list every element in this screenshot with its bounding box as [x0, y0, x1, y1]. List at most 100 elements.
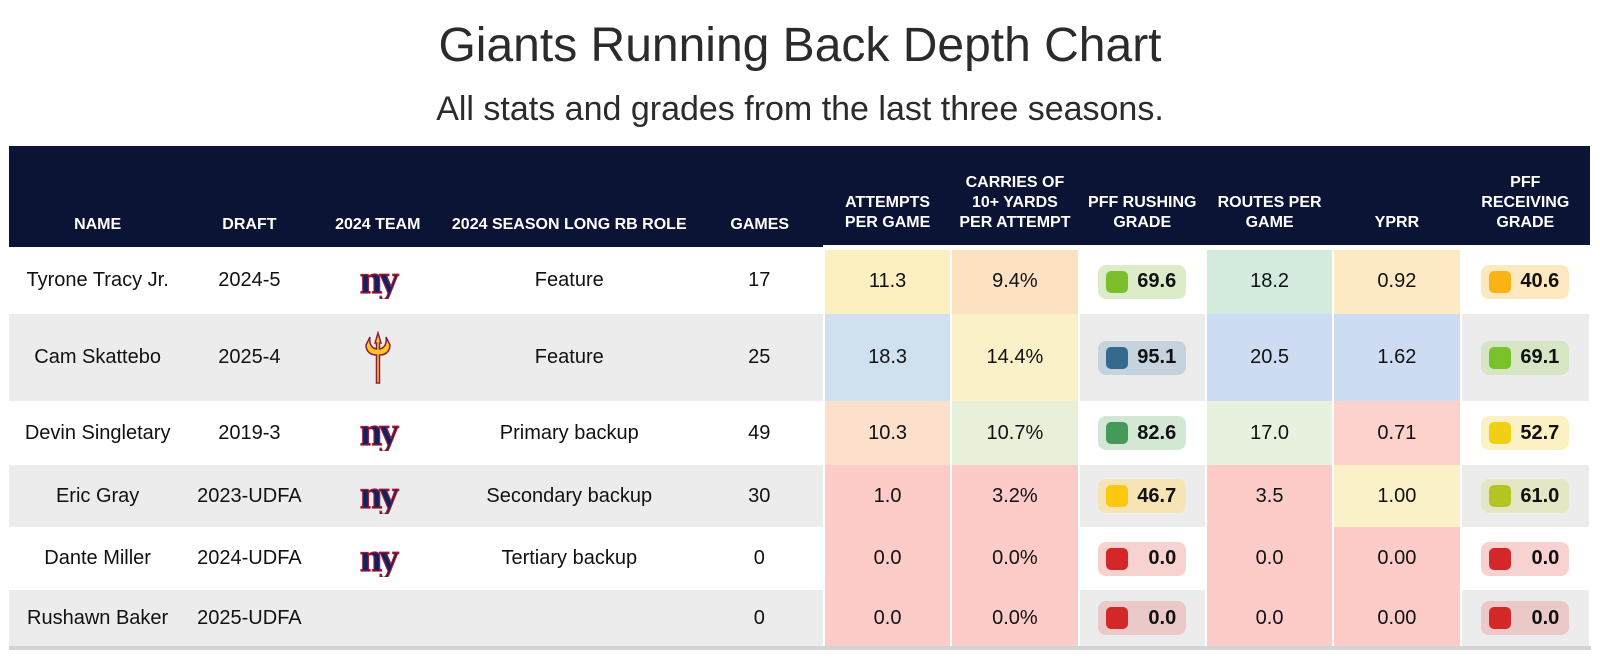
grade-color-square-icon — [1106, 485, 1129, 507]
cell-carries-10-plus: 3.2% — [950, 465, 1080, 527]
grade-color-square-icon — [1106, 547, 1129, 570]
cell-games: 49 — [748, 421, 771, 444]
cell-rushing-grade: 0.0 — [1077, 527, 1207, 590]
cell-name: Dante Miller — [44, 547, 151, 569]
cell-draft: 2023-UDFA — [186, 465, 313, 527]
cell-yprr: 1.62 — [1332, 314, 1462, 401]
table-row: Eric Gray 2023-UDFA ny Secondary backup 30 1.… — [9, 465, 1592, 527]
cell-draft: 2024-5 — [218, 269, 281, 291]
cell-yprr: 1.00 — [1332, 465, 1462, 527]
table-row: Cam Skattebo 2025-4 Feature 25 18.3 14.4% 95.1… — [9, 314, 1592, 401]
cell-receiving-grade: 40.6 — [1459, 244, 1592, 314]
cell-name: Devin Singletary — [24, 421, 171, 444]
cell-yprr: 0.71 — [1332, 401, 1462, 465]
header-attempts-per-game[interactable]: ATTEMPTS PER GAME — [823, 146, 952, 247]
cell-routes-per-game: 3.5 — [1204, 465, 1335, 527]
grade-value: 52.7 — [1520, 421, 1560, 444]
cell-yprr: 0.92 — [1332, 244, 1462, 314]
cell-carries-10-plus: 14.4% — [950, 314, 1080, 401]
svg-text:ny: ny — [360, 478, 399, 514]
cell-team: ny — [313, 401, 443, 465]
grade-pill: 40.6 — [1481, 264, 1570, 299]
svg-text:ny: ny — [360, 541, 399, 577]
page-title: Giants Running Back Depth Chart — [438, 19, 1162, 72]
cell-carries-10-plus: 10.7% — [950, 401, 1080, 465]
grade-color-square-icon — [1489, 422, 1512, 444]
cell-games: 17 — [748, 269, 771, 291]
header-routes-per-game[interactable]: ROUTES PER GAME — [1205, 146, 1334, 247]
grade-value: 0.0 — [1148, 606, 1177, 629]
header-rushing-grade[interactable]: PFF RUSHING GRADE — [1078, 146, 1206, 247]
grade-pill: 0.0 — [1098, 541, 1187, 576]
cell-games: 30 — [695, 465, 824, 527]
cell-attempts-per-game: 0.0 — [822, 527, 953, 590]
cell-games: 0 — [753, 547, 765, 569]
cell-team — [312, 314, 443, 401]
header-name[interactable]: NAME — [9, 146, 187, 247]
grade-color-square-icon — [1489, 346, 1512, 369]
cell-carries-10-plus: 0.0% — [950, 527, 1080, 590]
cell-rushing-grade: 46.7 — [1077, 465, 1207, 527]
cell-attempts-per-game: 0.0 — [822, 590, 953, 650]
grade-color-square-icon — [1106, 270, 1129, 293]
cell-carries-10-plus: 9.4% — [950, 244, 1080, 314]
cell-receiving-grade: 52.7 — [1459, 401, 1592, 465]
svg-text:ny: ny — [360, 415, 399, 451]
ny-giants-logo-icon: ny — [359, 415, 401, 451]
grade-value: 40.6 — [1520, 270, 1560, 293]
grade-pill: 61.0 — [1481, 479, 1570, 513]
cell-rushing-grade: 0.0 — [1077, 590, 1207, 650]
grade-color-square-icon — [1106, 346, 1129, 369]
cell-attempts-per-game: 1.0 — [822, 465, 953, 527]
header-draft[interactable]: DRAFT — [186, 146, 313, 247]
asu-pitchfork-logo-icon — [364, 330, 391, 384]
grade-pill: 95.1 — [1098, 340, 1187, 375]
cell-attempts-per-game: 10.3 — [822, 401, 953, 465]
grade-value: 69.1 — [1520, 346, 1560, 368]
ny-giants-logo-icon: ny — [359, 541, 401, 577]
cell-draft: 2024-UDFA — [197, 547, 302, 569]
grade-color-square-icon — [1489, 607, 1512, 629]
grade-value: 0.0 — [1531, 606, 1560, 629]
cell-carries-10-plus: 0.0% — [950, 590, 1080, 650]
grade-pill: 69.6 — [1098, 264, 1187, 299]
cell-receiving-grade: 69.1 — [1459, 314, 1592, 401]
cell-receiving-grade: 0.0 — [1459, 527, 1592, 590]
cell-role: Primary backup — [499, 421, 639, 444]
header-carries-10-plus[interactable]: CARRIES OF 10+ YARDS PER ATTEMPT — [951, 146, 1079, 247]
grade-pill: 0.0 — [1481, 601, 1570, 635]
header-role[interactable]: 2024 SEASON LONG RB ROLE — [442, 146, 696, 247]
table-row: Rushawn Baker 2025-UDFA 0 0.0 0.0% 0.0 0.0 0.00… — [9, 590, 1592, 650]
cell-rushing-grade: 82.6 — [1077, 401, 1207, 465]
table-row: Tyrone Tracy Jr. 2024-5 ny Feature 17 11.3 9.4… — [9, 244, 1592, 314]
page-subtitle: All stats and grades from the last three… — [436, 90, 1164, 128]
header-yprr[interactable]: YPRR — [1333, 146, 1461, 247]
header-games[interactable]: GAMES — [695, 146, 824, 247]
depth-chart-table: NAME DRAFT 2024 TEAM 2024 SEASON LONG RB… — [9, 146, 1592, 650]
grade-value: 0.0 — [1531, 547, 1560, 569]
cell-routes-per-game: 18.2 — [1204, 244, 1335, 314]
cell-role: Tertiary backup — [501, 547, 638, 569]
cell-role: Feature — [534, 269, 604, 291]
grade-color-square-icon — [1106, 607, 1129, 629]
svg-text:ny: ny — [360, 263, 399, 299]
header-row: NAME DRAFT 2024 TEAM 2024 SEASON LONG RB… — [9, 146, 1590, 247]
header-team[interactable]: 2024 TEAM — [312, 146, 443, 247]
cell-attempts-per-game: 11.3 — [822, 244, 953, 314]
grade-pill: 82.6 — [1098, 416, 1187, 450]
cell-draft: 2019-3 — [218, 421, 281, 444]
grade-color-square-icon — [1489, 485, 1512, 507]
header-receiving-grade[interactable]: PFF RECEIVING GRADE — [1460, 146, 1590, 247]
grade-value: 82.6 — [1137, 421, 1177, 444]
cell-name: Rushawn Baker — [9, 590, 187, 650]
ny-giants-logo-icon: ny — [359, 478, 401, 514]
grade-pill: 46.7 — [1098, 479, 1187, 513]
grade-pill: 0.0 — [1481, 541, 1570, 576]
cell-routes-per-game: 17.0 — [1204, 401, 1335, 465]
grade-pill: 69.1 — [1481, 340, 1570, 375]
cell-name: Cam Skattebo — [9, 314, 187, 401]
cell-receiving-grade: 61.0 — [1459, 465, 1592, 527]
grade-value: 0.0 — [1148, 547, 1177, 569]
cell-attempts-per-game: 18.3 — [822, 314, 953, 401]
grade-value: 46.7 — [1137, 484, 1177, 507]
